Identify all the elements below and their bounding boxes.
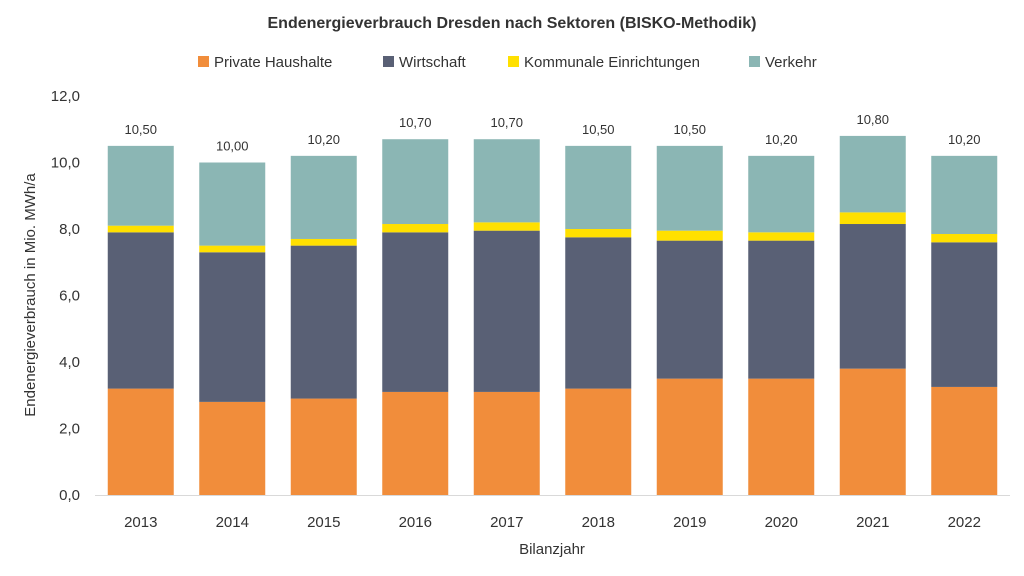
bar-segment-verkehr	[565, 145, 632, 229]
bar-segment-private-haushalte	[748, 378, 815, 495]
bar-segment-verkehr	[931, 155, 998, 234]
x-tick-label: 2020	[765, 514, 798, 531]
y-tick-label: 0,0	[59, 487, 80, 504]
bar-segment-kommunale-einrichtungen	[931, 233, 998, 243]
x-tick-label: 2022	[948, 514, 981, 531]
legend-swatch	[749, 56, 760, 67]
legend-swatch	[508, 56, 519, 67]
bar-segment-private-haushalte	[473, 391, 540, 495]
bar-segment-verkehr	[107, 145, 174, 226]
x-axis-label: Bilanzjahr	[519, 541, 585, 558]
legend-label: Private Haushalte	[214, 54, 332, 71]
x-tick-label: 2018	[582, 514, 615, 531]
bar-segment-kommunale-einrichtungen	[107, 225, 174, 233]
bar-segment-wirtschaft	[748, 240, 815, 379]
legend-swatch	[383, 56, 394, 67]
bar-segment-private-haushalte	[565, 388, 632, 495]
bar-segment-kommunale-einrichtungen	[290, 238, 357, 246]
legend-label: Kommunale Einrichtungen	[524, 54, 700, 71]
x-tick-label: 2021	[856, 514, 889, 531]
x-tick-label: 2015	[307, 514, 340, 531]
data-label-total: 10,20	[765, 132, 798, 147]
y-tick-label: 6,0	[59, 288, 80, 305]
bar-segment-private-haushalte	[107, 388, 174, 495]
x-tick-label: 2016	[399, 514, 432, 531]
x-tick-label: 2017	[490, 514, 523, 531]
bar-segment-private-haushalte	[931, 386, 998, 495]
bar-segment-kommunale-einrichtungen	[382, 224, 449, 233]
bar-segment-kommunale-einrichtungen	[839, 212, 906, 225]
data-label-total: 10,70	[490, 115, 523, 130]
bar-segment-private-haushalte	[656, 378, 723, 495]
y-axis: 0,0 2,0 4,0 6,0 8,0 10,0 12,0	[51, 88, 80, 504]
bar-segment-wirtschaft	[382, 232, 449, 392]
bar-segment-verkehr	[382, 139, 449, 225]
data-label-total: 10,50	[582, 122, 615, 137]
legend-label: Verkehr	[765, 54, 817, 71]
bar-segment-verkehr	[473, 139, 540, 223]
x-tick-label: 2013	[124, 514, 157, 531]
legend-label: Wirtschaft	[399, 54, 467, 71]
bar-segment-wirtschaft	[199, 252, 266, 402]
legend: Private Haushalte Wirtschaft Kommunale Ein…	[198, 54, 817, 71]
bar-segment-verkehr	[290, 155, 357, 239]
data-label-total: 10,20	[948, 132, 981, 147]
data-label-total: 10,00	[216, 139, 249, 154]
y-tick-label: 12,0	[51, 88, 80, 105]
bar-segment-verkehr	[199, 162, 266, 246]
bar-segment-private-haushalte	[290, 398, 357, 495]
data-label-total: 10,20	[307, 132, 340, 147]
x-tick-label: 2014	[216, 514, 249, 531]
x-tick-label: 2019	[673, 514, 706, 531]
bar-segment-wirtschaft	[656, 240, 723, 379]
bar-segment-verkehr	[656, 145, 723, 231]
bar-segment-wirtschaft	[931, 242, 998, 387]
bar-segment-private-haushalte	[839, 368, 906, 495]
chart-title: Endenergieverbrauch Dresden nach Sektore…	[268, 15, 757, 32]
legend-swatch	[198, 56, 209, 67]
data-label-total: 10,70	[399, 115, 432, 130]
bar-segment-wirtschaft	[107, 232, 174, 389]
bars: 10,50 10,00 10,20 10,70 10,70 10,50 10,50 10,20…	[107, 112, 998, 495]
data-label-total: 10,80	[856, 112, 889, 127]
bar-segment-wirtschaft	[565, 237, 632, 389]
y-tick-label: 2,0	[59, 421, 80, 438]
bar-segment-verkehr	[839, 135, 906, 213]
bar-segment-wirtschaft	[290, 245, 357, 399]
bar-segment-kommunale-einrichtungen	[565, 229, 632, 238]
y-tick-label: 8,0	[59, 221, 80, 238]
x-axis: 2013 2014 2015 2016 2017 2018 2019 2020 2021 2022	[124, 514, 981, 531]
bar-segment-kommunale-einrichtungen	[656, 230, 723, 241]
bar-segment-kommunale-einrichtungen	[748, 232, 815, 241]
data-label-total: 10,50	[673, 122, 706, 137]
bar-segment-wirtschaft	[839, 224, 906, 369]
y-tick-label: 4,0	[59, 354, 80, 371]
bar-segment-private-haushalte	[199, 401, 266, 495]
bar-segment-private-haushalte	[382, 391, 449, 495]
y-tick-label: 10,0	[51, 155, 80, 172]
bar-segment-kommunale-einrichtungen	[199, 245, 266, 253]
y-axis-label: Endenergieverbrauch in Mio. MWh/a	[22, 173, 39, 417]
data-label-total: 10,50	[124, 122, 157, 137]
bar-segment-wirtschaft	[473, 230, 540, 392]
bar-segment-verkehr	[748, 155, 815, 233]
bar-segment-kommunale-einrichtungen	[473, 222, 540, 231]
